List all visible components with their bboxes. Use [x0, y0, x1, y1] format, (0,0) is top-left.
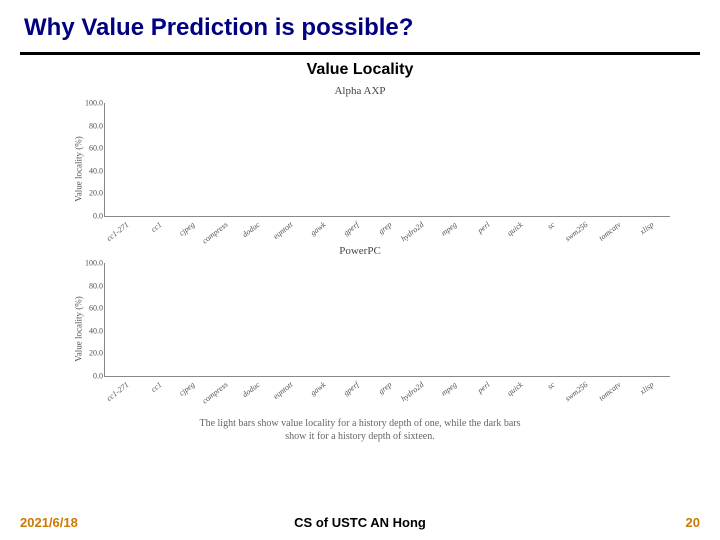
ytick: 60.0: [89, 304, 105, 313]
x-label: swm256: [563, 380, 589, 403]
plot-alpha: 0.020.040.060.080.0100.0cc1-271cc1cjpegc…: [104, 103, 670, 217]
x-label: cc1: [149, 220, 163, 234]
x-label: gawk: [309, 220, 328, 237]
yaxis-label-alpha: Value locality (%): [74, 136, 84, 201]
caption-line-2: show it for a history depth of sixteen.: [285, 431, 434, 442]
plot-ppc: 0.020.040.060.080.0100.0cc1-271cc1cjpegc…: [104, 263, 670, 377]
figure-caption: The light bars show value locality for a…: [40, 417, 680, 443]
ytick: 0.0: [93, 372, 105, 381]
x-label: compress: [200, 380, 229, 406]
slide-subtitle: Value Locality: [0, 61, 720, 79]
yaxis-label-ppc: Value locality (%): [74, 296, 84, 361]
x-label: doduc: [241, 220, 262, 239]
chart-ppc: Value locality (%) 0.020.040.060.080.010…: [80, 259, 670, 399]
x-label: cjpeg: [177, 380, 196, 398]
ytick: 100.0: [85, 259, 105, 268]
ytick: 0.0: [93, 212, 105, 221]
panel-title-ppc: PowerPC: [40, 245, 680, 257]
caption-line-1: The light bars show value locality for a…: [199, 418, 520, 429]
x-label: gawk: [309, 380, 328, 397]
ytick: 40.0: [89, 166, 105, 175]
charts-container: Alpha AXP Value locality (%) 0.020.040.0…: [40, 85, 680, 443]
x-label: compress: [200, 220, 229, 246]
x-label: sc: [546, 220, 557, 231]
ytick: 60.0: [89, 144, 105, 153]
x-label: perl: [476, 380, 492, 395]
footer-date: 2021/6/18: [20, 515, 78, 530]
ytick: 40.0: [89, 326, 105, 335]
x-label: mpeg: [439, 220, 458, 238]
x-label: cc1-271: [105, 220, 131, 243]
x-label: tomcatv: [597, 380, 622, 403]
x-label: quick: [505, 380, 524, 398]
x-label: grep: [376, 380, 393, 396]
x-label: tomcatv: [597, 220, 622, 243]
ytick: 20.0: [89, 349, 105, 358]
slide-title: Why Value Prediction is possible?: [0, 0, 720, 48]
footer-center: CS of USTC AN Hong: [294, 515, 426, 530]
x-label: sc: [546, 380, 557, 391]
ytick: 80.0: [89, 121, 105, 130]
ytick: 20.0: [89, 189, 105, 198]
x-label: grep: [376, 220, 393, 236]
x-label: gperf: [341, 220, 360, 237]
x-label: gperf: [341, 380, 360, 397]
x-label: cjpeg: [177, 220, 196, 238]
x-label: eqntott: [272, 380, 295, 401]
footer-page: 20: [686, 515, 700, 530]
x-label: eqntott: [272, 220, 295, 241]
bars-row: cc1-271cc1cjpegcompressdoduceqntottgawkg…: [105, 263, 670, 376]
chart-alpha: Value locality (%) 0.020.040.060.080.010…: [80, 99, 670, 239]
title-underline: [20, 52, 700, 55]
x-label: xlisp: [638, 220, 655, 236]
bars-row: cc1-271cc1cjpegcompressdoduceqntottgawkg…: [105, 103, 670, 216]
x-label: perl: [476, 220, 492, 235]
panel-title-alpha: Alpha AXP: [40, 85, 680, 97]
x-label: swm256: [563, 220, 589, 243]
slide-footer: 2021/6/18 CS of USTC AN Hong 20: [0, 515, 720, 530]
x-label: hydro2d: [399, 380, 425, 403]
x-label: hydro2d: [399, 220, 425, 243]
x-label: cc1-271: [105, 380, 131, 403]
x-label: xlisp: [638, 380, 655, 396]
ytick: 80.0: [89, 281, 105, 290]
x-label: mpeg: [439, 380, 458, 398]
x-label: cc1: [149, 380, 163, 394]
x-label: doduc: [241, 380, 262, 399]
x-label: quick: [505, 220, 524, 238]
ytick: 100.0: [85, 99, 105, 108]
